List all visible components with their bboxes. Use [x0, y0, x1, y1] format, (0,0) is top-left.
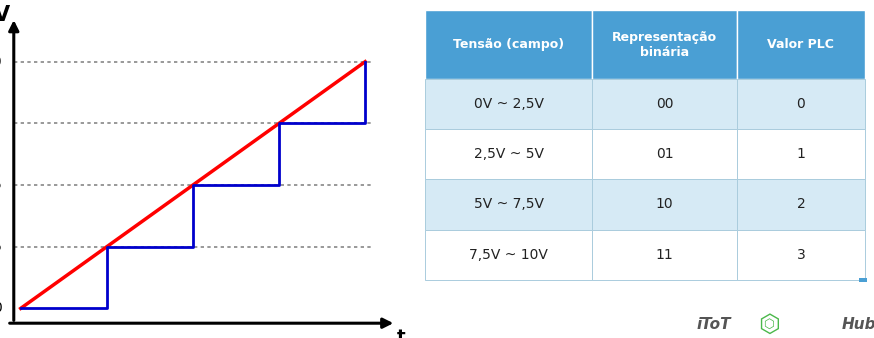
FancyBboxPatch shape — [426, 230, 593, 280]
FancyBboxPatch shape — [593, 230, 737, 280]
Text: 7.5: 7.5 — [0, 116, 2, 130]
FancyBboxPatch shape — [426, 79, 593, 129]
FancyBboxPatch shape — [737, 129, 864, 179]
Text: 0: 0 — [796, 97, 805, 112]
Text: 11: 11 — [656, 247, 674, 262]
Text: Hub: Hub — [842, 317, 874, 332]
Text: 10: 10 — [656, 197, 674, 212]
Text: ⬡: ⬡ — [758, 312, 780, 337]
FancyBboxPatch shape — [593, 179, 737, 230]
Text: 2,5V ~ 5V: 2,5V ~ 5V — [474, 147, 544, 162]
FancyBboxPatch shape — [593, 79, 737, 129]
Text: Valor PLC: Valor PLC — [767, 38, 835, 51]
Text: 0: 0 — [0, 301, 2, 315]
Text: 01: 01 — [656, 147, 674, 162]
FancyBboxPatch shape — [859, 278, 867, 282]
Text: ⬡: ⬡ — [763, 318, 774, 331]
Text: Representação
binária: Representação binária — [612, 31, 718, 59]
Text: 5V ~ 7,5V: 5V ~ 7,5V — [474, 197, 544, 212]
FancyBboxPatch shape — [737, 79, 864, 129]
Text: 5: 5 — [0, 178, 2, 192]
Text: t: t — [397, 328, 406, 338]
FancyBboxPatch shape — [737, 179, 864, 230]
FancyBboxPatch shape — [426, 129, 593, 179]
Text: 2: 2 — [796, 197, 805, 212]
Text: 00: 00 — [656, 97, 674, 112]
FancyBboxPatch shape — [426, 179, 593, 230]
FancyBboxPatch shape — [426, 10, 593, 79]
Text: V: V — [0, 5, 10, 25]
FancyBboxPatch shape — [737, 10, 864, 79]
Text: 7,5V ~ 10V: 7,5V ~ 10V — [469, 247, 548, 262]
Text: 0V ~ 2,5V: 0V ~ 2,5V — [474, 97, 544, 112]
Text: Tensão (campo): Tensão (campo) — [453, 38, 565, 51]
Text: 3: 3 — [796, 247, 805, 262]
Text: 10: 10 — [0, 55, 2, 69]
Text: 2.5: 2.5 — [0, 240, 2, 254]
FancyBboxPatch shape — [737, 230, 864, 280]
FancyBboxPatch shape — [593, 129, 737, 179]
FancyBboxPatch shape — [593, 10, 737, 79]
Text: 1: 1 — [796, 147, 805, 162]
Text: iToT: iToT — [697, 317, 731, 332]
